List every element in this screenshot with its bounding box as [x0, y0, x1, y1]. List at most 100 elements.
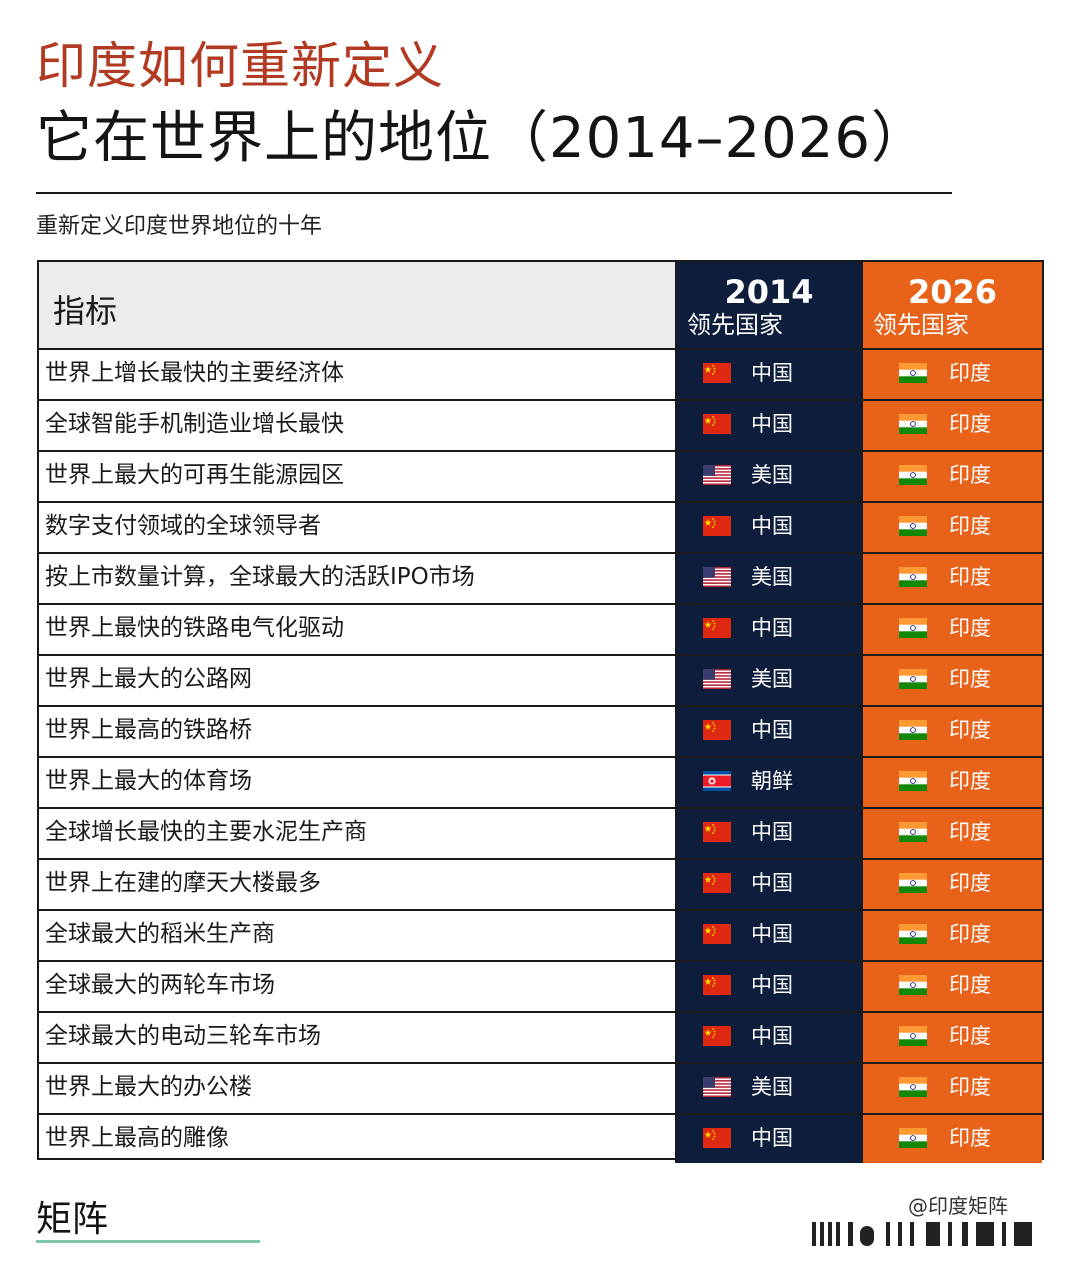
table-row: 全球最大的两轮车市场 中国 印度: [39, 960, 1042, 1011]
table-row: 世界上最大的体育场 朝鲜 印度: [39, 756, 1042, 807]
china-flag-icon: [703, 414, 731, 434]
indicator-label: 全球最大的电动三轮车市场: [39, 1013, 677, 1062]
china-flag-icon: [703, 1128, 731, 1148]
leader-2014-cell: 中国: [677, 503, 861, 552]
china-flag-icon: [703, 618, 731, 638]
india-flag-icon: [899, 924, 927, 944]
comparison-table: 指标 2014 领先国家 2026 领先国家 世界上增长最快的主要经济体 中国 印度…: [37, 260, 1044, 1163]
leader-2014-country: 中国: [751, 820, 793, 844]
leader-2026-country: 印度: [949, 871, 991, 895]
leader-2026-cell: 印度: [861, 452, 1042, 501]
header-year-2026: 2026: [907, 273, 998, 311]
usa-flag-icon: [703, 465, 731, 485]
leader-2026-country: 印度: [949, 616, 991, 640]
header-year-2014: 2014: [724, 273, 814, 311]
leader-2014-country: 中国: [751, 871, 793, 895]
china-flag-icon: [703, 363, 731, 383]
leader-2014-cell: 中国: [677, 707, 861, 756]
leader-2014-country: 中国: [751, 616, 793, 640]
india-flag-icon: [899, 1128, 927, 1148]
india-flag-icon: [899, 516, 927, 536]
china-flag-icon: [703, 1026, 731, 1046]
leader-2026-cell: 印度: [861, 503, 1042, 552]
leader-2026-country: 印度: [949, 667, 991, 691]
table-row: 世界上最大的公路网 美国 印度: [39, 654, 1042, 705]
leader-2014-country: 美国: [751, 667, 793, 691]
subtitle: 重新定义印度世界地位的十年: [36, 214, 323, 239]
leader-2026-cell: 印度: [861, 350, 1042, 399]
india-flag-icon: [899, 363, 927, 383]
leader-2026-cell: 印度: [861, 809, 1042, 858]
leader-2026-cell: 印度: [861, 707, 1042, 756]
leader-2026-cell: 印度: [861, 605, 1042, 654]
india-flag-icon: [899, 414, 927, 434]
table-row: 世界上在建的摩天大楼最多 中国 印度: [39, 858, 1042, 909]
footer-logo-text: 矩阵: [36, 1199, 109, 1240]
leader-2014-country: 中国: [751, 361, 793, 385]
leader-2026-country: 印度: [949, 1075, 991, 1099]
leader-2014-country: 美国: [751, 463, 793, 487]
leader-2026-country: 印度: [949, 820, 991, 844]
india-flag-icon: [899, 465, 927, 485]
leader-2026-country: 印度: [949, 922, 991, 946]
leader-2014-cell: 中国: [677, 605, 861, 654]
indicator-label: 按上市数量计算，全球最大的活跃IPO市场: [39, 554, 677, 603]
table-row: 世界上最大的办公楼 美国 印度: [39, 1062, 1042, 1113]
china-flag-icon: [703, 873, 731, 893]
table-row: 全球增长最快的主要水泥生产商 中国 印度: [39, 807, 1042, 858]
leader-2014-cell: 美国: [677, 1064, 861, 1113]
india-flag-icon: [899, 975, 927, 995]
barcode-watermark-icon: [812, 1222, 1032, 1246]
india-flag-icon: [899, 822, 927, 842]
header-indicator-label: 指标: [53, 292, 118, 330]
india-flag-icon: [899, 618, 927, 638]
leader-2014-cell: 中国: [677, 860, 861, 909]
table-row: 世界上最高的雕像 中国 印度: [39, 1113, 1042, 1163]
china-flag-icon: [703, 720, 731, 740]
header-leader-label-2026: 领先国家: [873, 311, 969, 339]
leader-2014-cell: 中国: [677, 911, 861, 960]
leader-2026-country: 印度: [949, 361, 991, 385]
leader-2026-cell: 印度: [861, 911, 1042, 960]
china-flag-icon: [703, 822, 731, 842]
leader-2014-cell: 中国: [677, 809, 861, 858]
leader-2014-cell: 中国: [677, 401, 861, 450]
table-row: 世界上最大的可再生能源园区 美国 印度: [39, 450, 1042, 501]
indicator-label: 世界上最大的体育场: [39, 758, 677, 807]
table-row: 全球最大的电动三轮车市场 中国 印度: [39, 1011, 1042, 1062]
leader-2014-cell: 中国: [677, 1013, 861, 1062]
table-row: 全球最大的稻米生产商 中国 印度: [39, 909, 1042, 960]
table-row: 世界上最快的铁路电气化驱动 中国 印度: [39, 603, 1042, 654]
leader-2014-country: 朝鲜: [751, 769, 793, 793]
india-flag-icon: [899, 567, 927, 587]
leader-2026-cell: 印度: [861, 758, 1042, 807]
usa-flag-icon: [703, 567, 731, 587]
leader-2026-country: 印度: [949, 463, 991, 487]
leader-2014-cell: 中国: [677, 350, 861, 399]
watermark: @印度矩阵: [908, 1194, 1008, 1218]
table-row: 全球智能手机制造业增长最快 中国 印度: [39, 399, 1042, 450]
leader-2026-cell: 印度: [861, 1064, 1042, 1113]
leader-2026-cell: 印度: [861, 554, 1042, 603]
title-divider: [36, 192, 952, 194]
usa-flag-icon: [703, 669, 731, 689]
leader-2014-cell: 美国: [677, 554, 861, 603]
table-row: 世界上最高的铁路桥 中国 印度: [39, 705, 1042, 756]
table-row: 按上市数量计算，全球最大的活跃IPO市场 美国 印度: [39, 552, 1042, 603]
leader-2014-country: 中国: [751, 718, 793, 742]
leader-2014-cell: 中国: [677, 1115, 861, 1163]
indicator-label: 全球增长最快的主要水泥生产商: [39, 809, 677, 858]
leader-2014-country: 中国: [751, 973, 793, 997]
table-row: 数字支付领域的全球领导者 中国 印度: [39, 501, 1042, 552]
indicator-label: 世界上最大的公路网: [39, 656, 677, 705]
header-indicator-cell: 指标: [39, 262, 677, 348]
indicator-label: 世界上最快的铁路电气化驱动: [39, 605, 677, 654]
header-2014-cell: 2014 领先国家: [677, 262, 861, 348]
header-leader-label-2014: 领先国家: [687, 311, 783, 339]
indicator-label: 世界上最高的雕像: [39, 1115, 677, 1163]
india-flag-icon: [899, 669, 927, 689]
leader-2026-country: 印度: [949, 565, 991, 589]
leader-2026-country: 印度: [949, 514, 991, 538]
usa-flag-icon: [703, 1077, 731, 1097]
leader-2014-country: 中国: [751, 412, 793, 436]
